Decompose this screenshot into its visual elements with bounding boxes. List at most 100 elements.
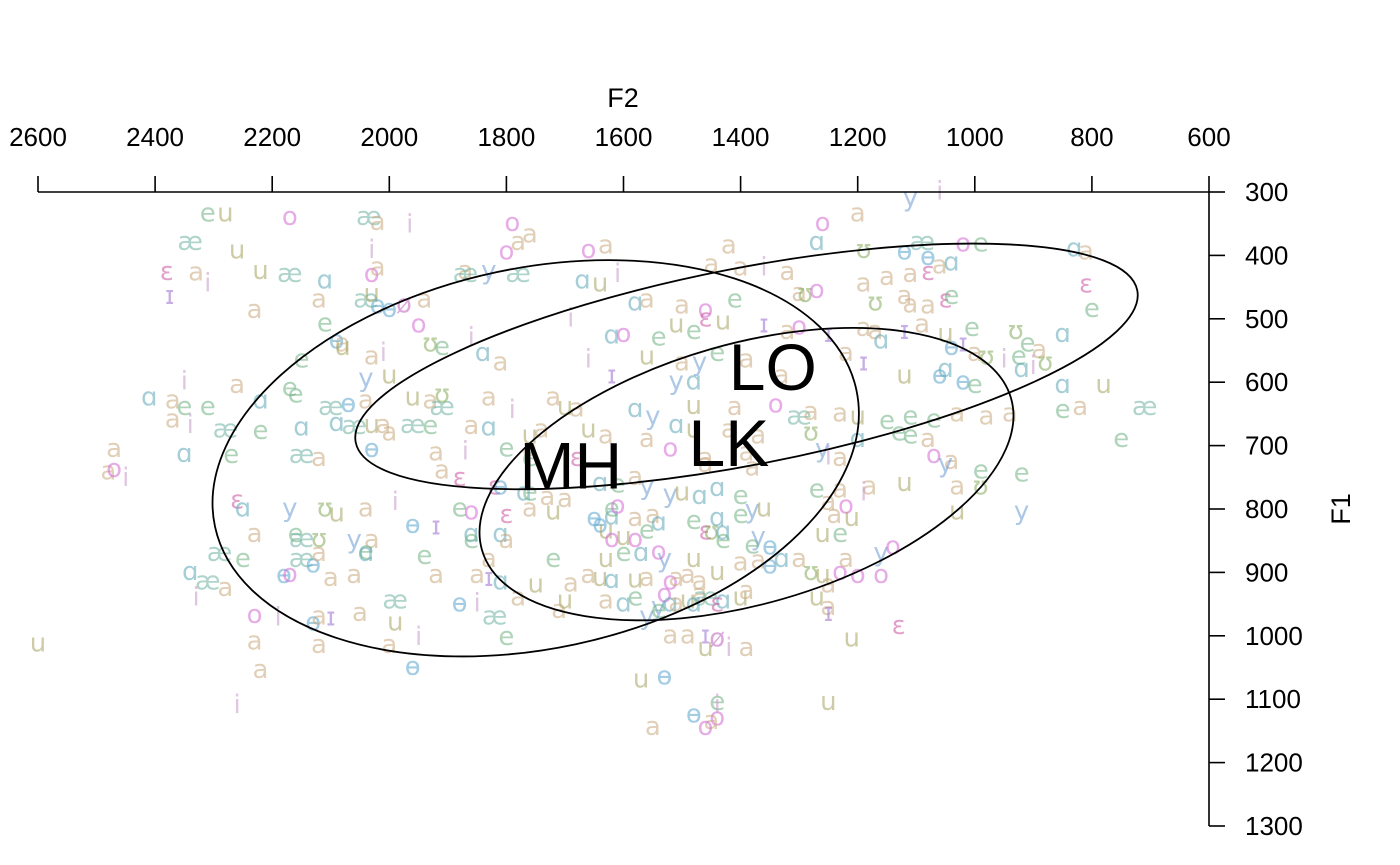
vowel-token: æ bbox=[453, 259, 479, 289]
vowel-token: e bbox=[288, 379, 304, 409]
vowel-token: o bbox=[604, 524, 620, 554]
vowel-token: a bbox=[481, 383, 497, 413]
vowel-token: a bbox=[563, 568, 579, 598]
vowel-token: a bbox=[188, 258, 204, 288]
vowel-token: u bbox=[844, 624, 860, 654]
vowel-token: e bbox=[1113, 424, 1129, 454]
vowel-token: a bbox=[856, 268, 872, 298]
vowel-token: i bbox=[204, 268, 211, 298]
vowel-token: ɑ bbox=[574, 265, 591, 295]
vowel-token: ɑ bbox=[691, 481, 708, 511]
vowel-token: a bbox=[352, 598, 368, 628]
vowel-token: e bbox=[200, 392, 216, 422]
x-tick-label: 1400 bbox=[712, 122, 770, 152]
vowel-token: a bbox=[832, 443, 848, 473]
vowel-token: e bbox=[522, 478, 538, 508]
vowel-token: e bbox=[727, 284, 743, 314]
vowel-token: u bbox=[229, 236, 245, 266]
vowel-token: ʊ bbox=[1008, 316, 1024, 346]
vowel-token: o bbox=[662, 566, 678, 596]
vowel-token: a bbox=[335, 329, 351, 359]
vowel-token: ɪ bbox=[165, 281, 175, 311]
vowel-token: o bbox=[832, 557, 848, 587]
vowel-token: ɵ bbox=[452, 589, 468, 619]
vowel-token: æ bbox=[909, 227, 935, 257]
vowel-token: ɛ bbox=[698, 516, 712, 546]
vowel-token: ɑ bbox=[627, 394, 644, 424]
vowel-token: ɛ bbox=[938, 284, 952, 314]
x-tick-label: 800 bbox=[1070, 122, 1113, 152]
vowel-token: e bbox=[943, 281, 959, 311]
vowel-token: ʊ bbox=[422, 329, 438, 359]
vowel-token: æ bbox=[277, 259, 303, 289]
group-label-mh: MH bbox=[519, 428, 622, 502]
vowel-token: e bbox=[964, 313, 980, 343]
vowel-token: ø bbox=[709, 624, 725, 654]
vowel-token: o bbox=[106, 454, 122, 484]
vowel-token: a bbox=[949, 398, 965, 428]
vowel-token: ɑ bbox=[1054, 370, 1071, 400]
vowel-token: e bbox=[253, 416, 269, 446]
vowel-token: u bbox=[545, 497, 561, 527]
vowel-token: u bbox=[381, 360, 397, 390]
vowel-token: e bbox=[616, 538, 632, 568]
x-tick-label: 1000 bbox=[946, 122, 1004, 152]
vowel-token: ɑ bbox=[492, 519, 509, 549]
confidence-ellipses bbox=[211, 242, 1139, 658]
vowel-token: a bbox=[662, 620, 678, 650]
vowel-token: a bbox=[779, 316, 795, 346]
vowel-token: e bbox=[686, 316, 702, 346]
vowel-token: e bbox=[498, 622, 514, 652]
vowel-token: e bbox=[200, 199, 216, 229]
vowel-token: a bbox=[803, 397, 819, 427]
vowel-token: u bbox=[592, 563, 608, 593]
vowel-token: ɑ bbox=[1066, 234, 1083, 264]
vowel-token: u bbox=[896, 360, 912, 390]
vowel-token: y bbox=[1014, 497, 1029, 527]
vowel-token: a bbox=[698, 443, 714, 473]
vowel-token: o bbox=[926, 440, 942, 470]
vowel-token: u bbox=[598, 516, 614, 546]
y-tick-label: 500 bbox=[1245, 304, 1288, 334]
vowel-token: i bbox=[415, 622, 422, 652]
vowel-token: ʊ bbox=[867, 287, 883, 317]
vowel-token: u bbox=[937, 319, 953, 349]
vowel-token: ɛ bbox=[1079, 270, 1093, 300]
vowel-token: ɪ bbox=[701, 620, 711, 650]
vowel-token: o bbox=[651, 537, 667, 567]
vowel-token: æ bbox=[177, 227, 203, 257]
vowel-token: a bbox=[545, 383, 561, 413]
vowel-token: u bbox=[580, 414, 596, 444]
vowel-token: ʊ bbox=[803, 417, 819, 447]
vowel-token: e bbox=[223, 440, 239, 470]
vowel-token: ɑ bbox=[686, 589, 703, 619]
x-tick-label: 2000 bbox=[360, 122, 418, 152]
vowel-token: e bbox=[973, 456, 989, 486]
vowel-token: o bbox=[709, 703, 725, 733]
vowel-token: y bbox=[745, 495, 760, 525]
vowel-token: ɵ bbox=[405, 652, 421, 682]
vowel-token: ɛ bbox=[698, 303, 712, 333]
vowel-token: ɑ bbox=[317, 265, 334, 295]
vowel-token: a bbox=[598, 230, 614, 260]
vowel-token: ɑ bbox=[492, 566, 509, 596]
vowel-token: o bbox=[247, 600, 263, 630]
vowel-token: a bbox=[217, 573, 233, 603]
vowel-token: ɵ bbox=[276, 560, 292, 590]
vowel-token: a bbox=[469, 560, 485, 590]
vowel-token: u bbox=[709, 557, 725, 587]
vowel-token: a bbox=[674, 348, 690, 378]
vowel-token: ʊ bbox=[317, 494, 333, 524]
y-tick-label: 1200 bbox=[1245, 748, 1303, 778]
vowel-token: e bbox=[282, 373, 298, 403]
vowel-token: a bbox=[463, 411, 479, 441]
vowel-token: a bbox=[727, 392, 743, 422]
vowel-token: ɑ bbox=[141, 383, 158, 413]
vowel-token: u bbox=[363, 410, 379, 440]
vowel-token: y bbox=[873, 538, 888, 568]
vowel-token: a bbox=[1072, 392, 1088, 422]
vowel-token: e bbox=[416, 541, 432, 571]
vowel-token: e bbox=[1020, 329, 1036, 359]
vowel-token: a bbox=[381, 630, 397, 660]
